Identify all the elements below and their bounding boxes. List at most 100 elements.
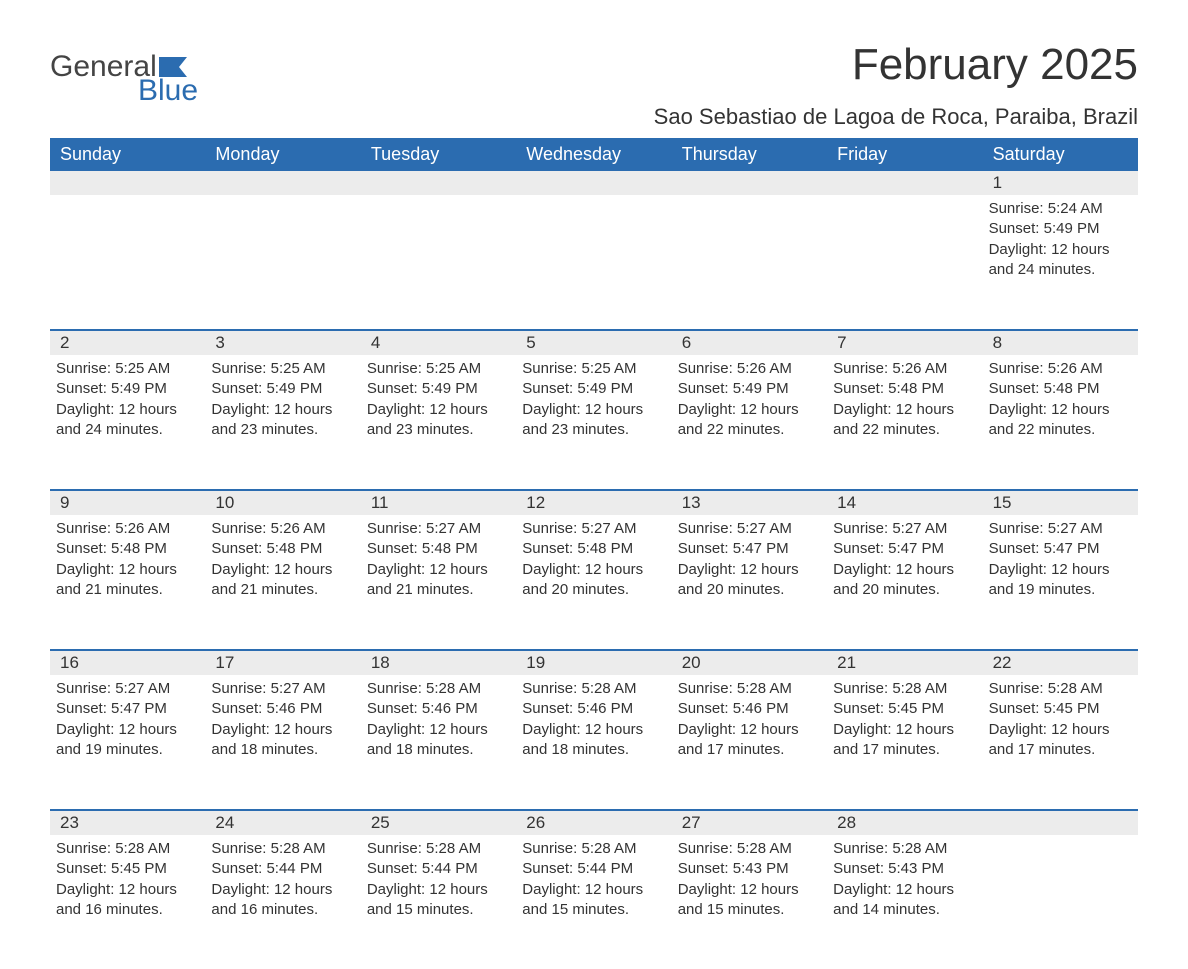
weekday-header: Saturday — [983, 138, 1138, 171]
sunset-text: Sunset: 5:49 PM — [989, 219, 1132, 239]
daylight-text: Daylight: 12 hours — [367, 560, 510, 580]
weekday-header: Tuesday — [361, 138, 516, 171]
week-row: Sunrise: 5:28 AM Sunset: 5:45 PM Daylight:… — [50, 835, 1138, 969]
day-cell: Sunrise: 5:28 AMSunset: 5:43 PMDaylight:… — [672, 835, 827, 969]
week-block: 9101112131415Sunrise: 5:26 AMSunset: 5:4… — [50, 489, 1138, 649]
sunset-text: Sunset: 5:48 PM — [833, 379, 976, 399]
day-cell: Sunrise: 5:28 AMSunset: 5:45 PMDaylight:… — [50, 835, 205, 969]
day-number — [827, 171, 982, 195]
day-number: 9 — [50, 491, 205, 515]
day-cell: Sunrise: 5:25 AMSunset: 5:49 PMDaylight:… — [50, 355, 205, 489]
week-row: Sunrise: 5:26 AMSunset: 5:48 PMDaylight:… — [50, 515, 1138, 649]
sunrise-text: Sunrise: 5:27 AM — [367, 519, 510, 539]
sunset-text: Sunset: 5:47 PM — [56, 699, 199, 719]
daylight-text: and 21 minutes. — [211, 580, 354, 600]
sunrise-text: Sunrise: 5:26 AM — [989, 359, 1132, 379]
sunset-text: Sunset: 5:49 PM — [211, 379, 354, 399]
sunset-text: Sunset: 5:46 PM — [211, 699, 354, 719]
day-number: 24 — [205, 811, 360, 835]
sunrise-text: Sunrise: 5:27 AM — [56, 679, 199, 699]
daylight-text: Daylight: 12 hours — [211, 880, 354, 900]
daylight-text: and 20 minutes. — [522, 580, 665, 600]
sunset-text: Sunset: 5:43 PM — [833, 859, 976, 879]
sunset-text: Sunset: 5:44 PM — [367, 859, 510, 879]
sunrise-text: Sunrise: 5:28 AM — [522, 679, 665, 699]
day-cell: Sunrise: 5:28 AMSunset: 5:46 PMDaylight:… — [516, 675, 671, 809]
weekday-header: Wednesday — [516, 138, 671, 171]
sunrise-text: Sunrise: 5:28 AM — [211, 839, 354, 859]
sunset-text: Sunset: 5:49 PM — [678, 379, 821, 399]
daylight-text: and 24 minutes. — [56, 420, 199, 440]
day-details: Sunrise: 5:28 AMSunset: 5:44 PMDaylight:… — [522, 835, 665, 920]
day-details: Sunrise: 5:25 AMSunset: 5:49 PMDaylight:… — [522, 355, 665, 440]
sunrise-text: Sunrise: 5:26 AM — [211, 519, 354, 539]
day-details: Sunrise: 5:28 AMSunset: 5:45 PMDaylight:… — [833, 675, 976, 760]
daylight-text: and 15 minutes. — [678, 900, 821, 920]
day-cell: Sunrise: 5:25 AMSunset: 5:49 PMDaylight:… — [361, 355, 516, 489]
daylight-text: Daylight: 12 hours — [211, 400, 354, 420]
day-details: Sunrise: 5:26 AMSunset: 5:49 PMDaylight:… — [678, 355, 821, 440]
sunrise-text: Sunrise: 5:25 AM — [211, 359, 354, 379]
daylight-text: Daylight: 12 hours — [56, 560, 199, 580]
day-number: 10 — [205, 491, 360, 515]
sunrise-text: Sunrise: 5:28 AM — [678, 839, 821, 859]
daylight-text: Daylight: 12 hours — [522, 880, 665, 900]
day-cell: Sunrise: 5:27 AMSunset: 5:47 PMDaylight:… — [827, 515, 982, 649]
day-cell — [50, 195, 205, 329]
day-details: Sunrise: 5:25 AMSunset: 5:49 PMDaylight:… — [211, 355, 354, 440]
day-cell: Sunrise: 5:25 AMSunset: 5:49 PMDaylight:… — [516, 355, 671, 489]
day-number — [983, 811, 1138, 835]
day-details: Sunrise: 5:28 AMSunset: 5:46 PMDaylight:… — [678, 675, 821, 760]
weekday-header: Thursday — [672, 138, 827, 171]
sunset-text: Sunset: 5:46 PM — [522, 699, 665, 719]
day-number: 8 — [983, 331, 1138, 355]
day-cell — [827, 195, 982, 329]
day-cell: Sunrise: 5:28 AMSunset: 5:43 PMDaylight:… — [827, 835, 982, 969]
daylight-text: and 21 minutes. — [367, 580, 510, 600]
daylight-text: and 14 minutes. — [833, 900, 976, 920]
calendar: Sunday Monday Tuesday Wednesday Thursday… — [50, 138, 1138, 969]
day-details: Sunrise: 5:26 AMSunset: 5:48 PMDaylight:… — [211, 515, 354, 600]
day-cell: Sunrise: 5:28 AMSunset: 5:45 PMDaylight:… — [827, 675, 982, 809]
day-details: Sunrise: 5:28 AMSunset: 5:46 PMDaylight:… — [367, 675, 510, 760]
sunset-text: Sunset: 5:47 PM — [833, 539, 976, 559]
daylight-text: Daylight: 12 hours — [989, 560, 1132, 580]
day-details: Sunrise: 5:26 AMSunset: 5:48 PMDaylight:… — [833, 355, 976, 440]
day-number-bar: 9101112131415 — [50, 489, 1138, 515]
day-cell: Sunrise: 5:27 AMSunset: 5:48 PMDaylight:… — [516, 515, 671, 649]
day-details: Sunrise: 5:28 AMSunset: 5:45 PMDaylight:… — [56, 835, 199, 920]
daylight-text: and 19 minutes. — [989, 580, 1132, 600]
day-number — [50, 171, 205, 195]
sunset-text: Sunset: 5:43 PM — [678, 859, 821, 879]
sunset-text: Sunset: 5:45 PM — [56, 859, 199, 879]
week-block: 16171819202122Sunrise: 5:27 AMSunset: 5:… — [50, 649, 1138, 809]
day-number — [361, 171, 516, 195]
daylight-text: Daylight: 12 hours — [833, 880, 976, 900]
day-details: Sunrise: 5:28 AMSunset: 5:46 PMDaylight:… — [522, 675, 665, 760]
daylight-text: and 22 minutes. — [989, 420, 1132, 440]
sunset-text: Sunset: 5:49 PM — [522, 379, 665, 399]
week-row: Sunrise: 5:25 AMSunset: 5:49 PMDaylight:… — [50, 355, 1138, 489]
sunrise-text: Sunrise: 5:28 AM — [678, 679, 821, 699]
day-cell: Sunrise: 5:28 AMSunset: 5:44 PMDaylight:… — [205, 835, 360, 969]
day-cell: Sunrise: 5:27 AMSunset: 5:47 PMDaylight:… — [50, 675, 205, 809]
sunrise-text: Sunrise: 5:28 AM — [522, 839, 665, 859]
day-cell: Sunrise: 5:26 AMSunset: 5:48 PMDaylight:… — [827, 355, 982, 489]
week-row: Sunrise: 5:24 AMSunset: 5:49 PMDaylight:… — [50, 195, 1138, 329]
day-number: 4 — [361, 331, 516, 355]
sunrise-text: Sunrise: 5:28 AM — [367, 679, 510, 699]
sunset-text: Sunset: 5:49 PM — [56, 379, 199, 399]
day-number: 17 — [205, 651, 360, 675]
sunrise-text: Sunrise: 5:27 AM — [211, 679, 354, 699]
sunrise-text: Sunrise: 5:26 AM — [56, 519, 199, 539]
weeks-container: 1Sunrise: 5:24 AMSunset: 5:49 PMDaylight… — [50, 171, 1138, 969]
day-number: 3 — [205, 331, 360, 355]
location-text: Sao Sebastiao de Lagoa de Roca, Paraiba,… — [654, 104, 1138, 130]
weekday-header: Sunday — [50, 138, 205, 171]
weekday-header: Monday — [205, 138, 360, 171]
day-cell: Sunrise: 5:28 AMSunset: 5:44 PMDaylight:… — [516, 835, 671, 969]
day-number: 14 — [827, 491, 982, 515]
day-details: Sunrise: 5:25 AMSunset: 5:49 PMDaylight:… — [367, 355, 510, 440]
day-number: 6 — [672, 331, 827, 355]
daylight-text: Daylight: 12 hours — [833, 560, 976, 580]
